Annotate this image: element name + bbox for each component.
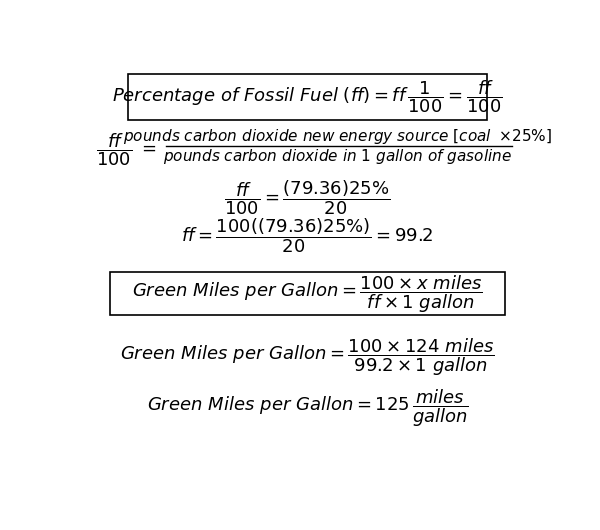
Text: $ff = \dfrac{100((79.36)25\%)}{20} = 99.2$: $ff = \dfrac{100((79.36)25\%)}{20} = 99.… xyxy=(181,216,434,255)
Text: $\mathit{pounds\ carbon\ dioxide\ in\ 1\ gallon\ of\ gasoline}$: $\mathit{pounds\ carbon\ dioxide\ in\ 1\… xyxy=(163,147,512,166)
Text: $\mathit{pounds\ carbon\ dioxide\ new\ energy\ source\ [coal\ \times\!25\%]}$: $\mathit{pounds\ carbon\ dioxide\ new\ e… xyxy=(123,127,552,146)
Text: $\mathit{Green\ Miles\ per\ Gallon} = \dfrac{100 \times x\ \mathit{miles}}{ff \t: $\mathit{Green\ Miles\ per\ Gallon} = \d… xyxy=(132,273,483,315)
FancyBboxPatch shape xyxy=(110,272,505,315)
Text: $=$: $=$ xyxy=(138,138,157,156)
Text: $\dfrac{ff}{100} = \dfrac{(79.36)25\%}{20}$: $\dfrac{ff}{100} = \dfrac{(79.36)25\%}{2… xyxy=(224,178,391,217)
Text: $\dfrac{ff}{100}$: $\dfrac{ff}{100}$ xyxy=(97,131,133,167)
Text: $\mathit{Green\ Miles\ per\ Gallon} = 125\,\dfrac{\mathit{miles}}{\mathit{gallon: $\mathit{Green\ Miles\ per\ Gallon} = 12… xyxy=(146,387,469,429)
Text: $\mathit{Green\ Miles\ per\ Gallon} = \dfrac{100 \times 124\ \mathit{miles}}{99.: $\mathit{Green\ Miles\ per\ Gallon} = \d… xyxy=(120,337,495,378)
FancyBboxPatch shape xyxy=(128,74,487,120)
Text: $\mathit{Percentage\ of\ Fossil\ Fuel\ (ff) = ff}\,\dfrac{1}{100} = \dfrac{ff}{1: $\mathit{Percentage\ of\ Fossil\ Fuel\ (… xyxy=(112,79,503,116)
